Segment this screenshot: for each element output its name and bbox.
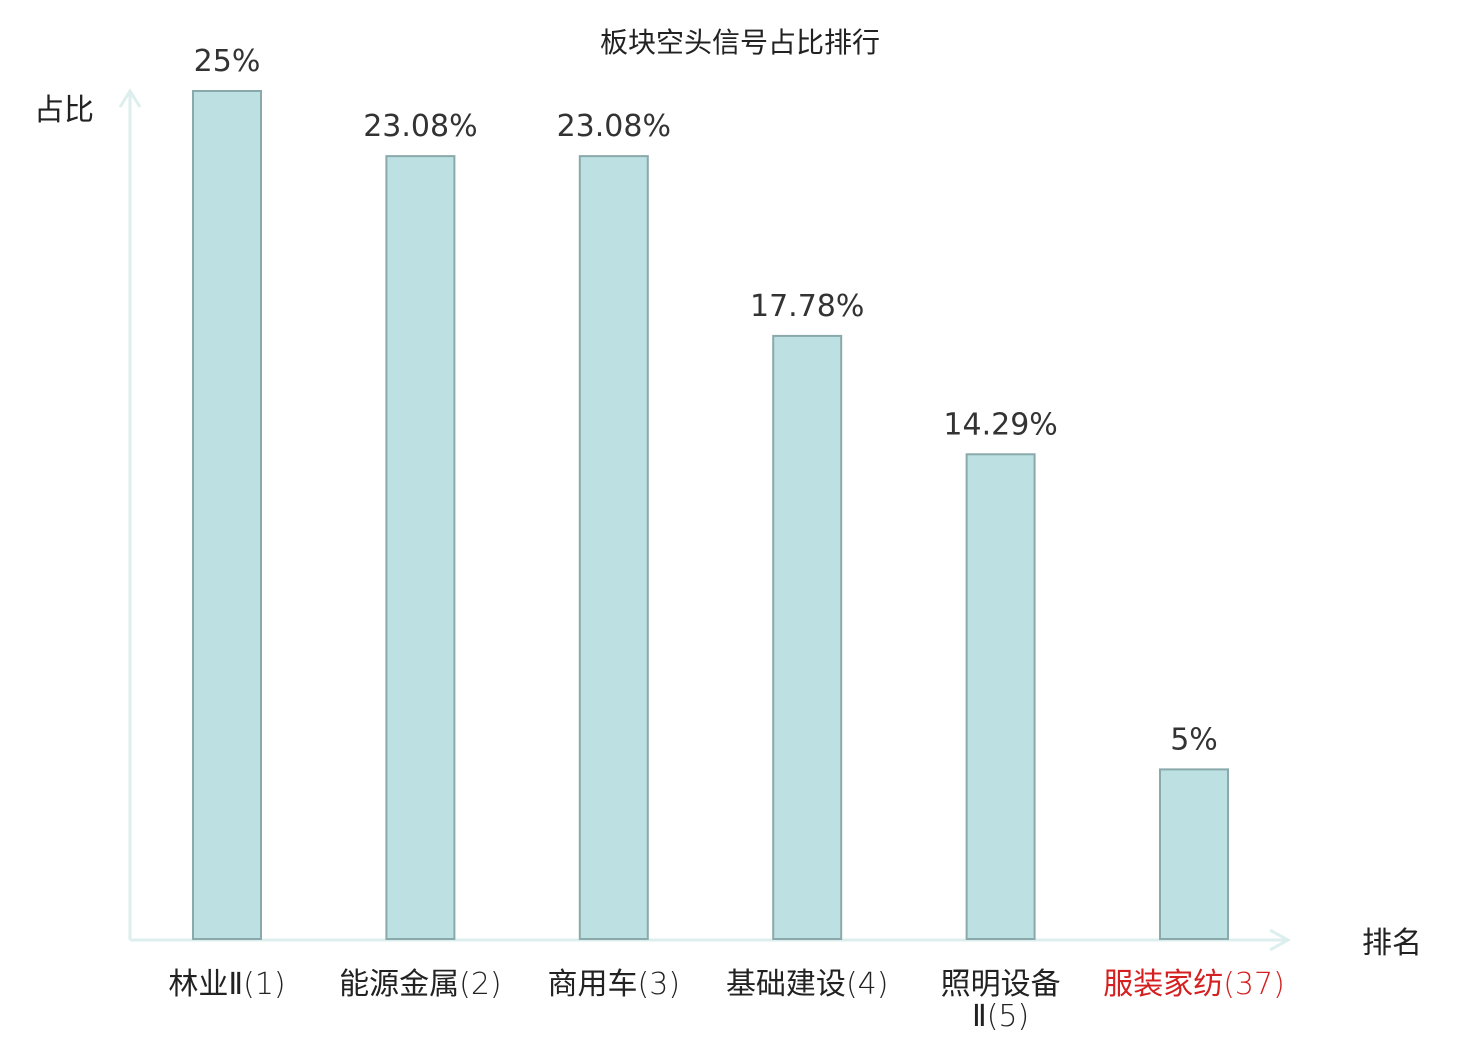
category-name: 能源金属 xyxy=(339,967,459,1002)
category-name: 林业Ⅱ xyxy=(168,967,243,1002)
value-label-6: 5% xyxy=(1170,722,1218,757)
category-label-3: 商用车(3) xyxy=(548,967,681,1002)
category-rank: (3) xyxy=(638,967,681,1002)
y-axis xyxy=(118,88,142,940)
bar-1 xyxy=(192,90,262,940)
category-name: 照明设备 xyxy=(941,967,1061,1002)
value-label-5: 14.29% xyxy=(943,407,1057,442)
value-labels-group: 25% 23.08% 23.08% 17.78% 14.29% 5% xyxy=(194,44,1218,757)
category-name: 商用车 xyxy=(548,967,638,1002)
category-label-1: 林业Ⅱ(1) xyxy=(168,967,285,1002)
value-label-3: 23.08% xyxy=(557,109,671,144)
bars-group xyxy=(192,90,1229,941)
category-label-6: 服装家纺(37) xyxy=(1103,967,1285,1002)
category-labels-group: 林业Ⅱ(1) 能源金属(2) 商用车(3) 基础建设(4) 照明设备 Ⅱ(5)服装家纺(3… xyxy=(168,967,1284,1034)
bar-2 xyxy=(385,155,456,940)
bar-4 xyxy=(772,334,843,940)
x-axis-label: 排名 xyxy=(1362,926,1422,961)
y-axis-label: 占比 xyxy=(34,93,94,128)
category-rank: (1) xyxy=(243,967,286,1002)
category-name-cont: Ⅱ xyxy=(972,999,987,1034)
category-name: 服装家纺 xyxy=(1103,967,1223,1002)
category-rank: (37) xyxy=(1223,967,1285,1002)
category-label-4: 基础建设(4) xyxy=(726,967,889,1002)
bar-3 xyxy=(578,155,649,940)
chart-title: 板块空头信号占比排行 xyxy=(600,26,880,59)
category-rank: (5) xyxy=(987,999,1030,1034)
category-label-5: 照明设备 Ⅱ(5) xyxy=(941,967,1061,1034)
category-label-2: 能源金属(2) xyxy=(339,967,502,1002)
value-label-1: 25% xyxy=(194,44,261,79)
value-label-4: 17.78% xyxy=(750,289,864,324)
category-name: 基础建设 xyxy=(726,967,846,1002)
bar-5 xyxy=(965,453,1036,940)
x-axis xyxy=(130,928,1292,952)
category-rank: (2) xyxy=(459,967,502,1002)
category-rank: (4) xyxy=(846,967,889,1002)
bar-6 xyxy=(1159,768,1229,941)
value-label-2: 23.08% xyxy=(363,109,477,144)
